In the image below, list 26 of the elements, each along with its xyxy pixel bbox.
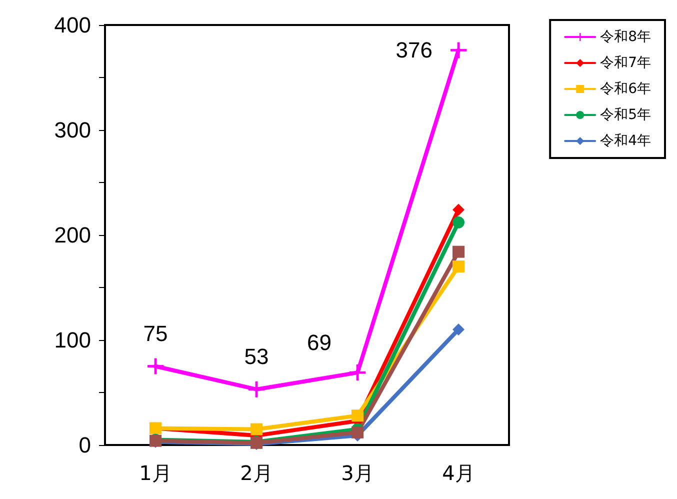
data-label: 376: [396, 38, 432, 63]
y-tick-label: 100: [54, 328, 91, 352]
point: [352, 426, 364, 438]
x-tick-label: 3月: [341, 461, 374, 485]
point: [250, 423, 262, 436]
point: [452, 324, 464, 336]
y-tick-label: 200: [54, 222, 91, 248]
data-label: 53: [244, 344, 269, 369]
y-tick-label: 300: [54, 118, 91, 142]
y-tick-label: 0: [78, 432, 91, 458]
x-tick-label: 4月: [442, 461, 475, 485]
legend-label: 令和7年: [600, 55, 652, 71]
point: [452, 216, 464, 228]
point: [352, 410, 364, 422]
legend-label: 令和4年: [600, 133, 652, 149]
y-tick-label: 400: [54, 12, 91, 38]
legend-label: 令和8年: [600, 29, 652, 45]
data-label: 69: [307, 330, 332, 356]
point: [452, 246, 464, 258]
legend-label: 令和6年: [600, 81, 652, 97]
point: [452, 260, 464, 272]
x-tick-label: 1月: [139, 461, 172, 485]
x-tick-label: 2月: [240, 461, 273, 485]
legend-label: 令和5年: [600, 107, 652, 123]
point: [452, 204, 464, 216]
data-label: 75: [143, 320, 168, 346]
